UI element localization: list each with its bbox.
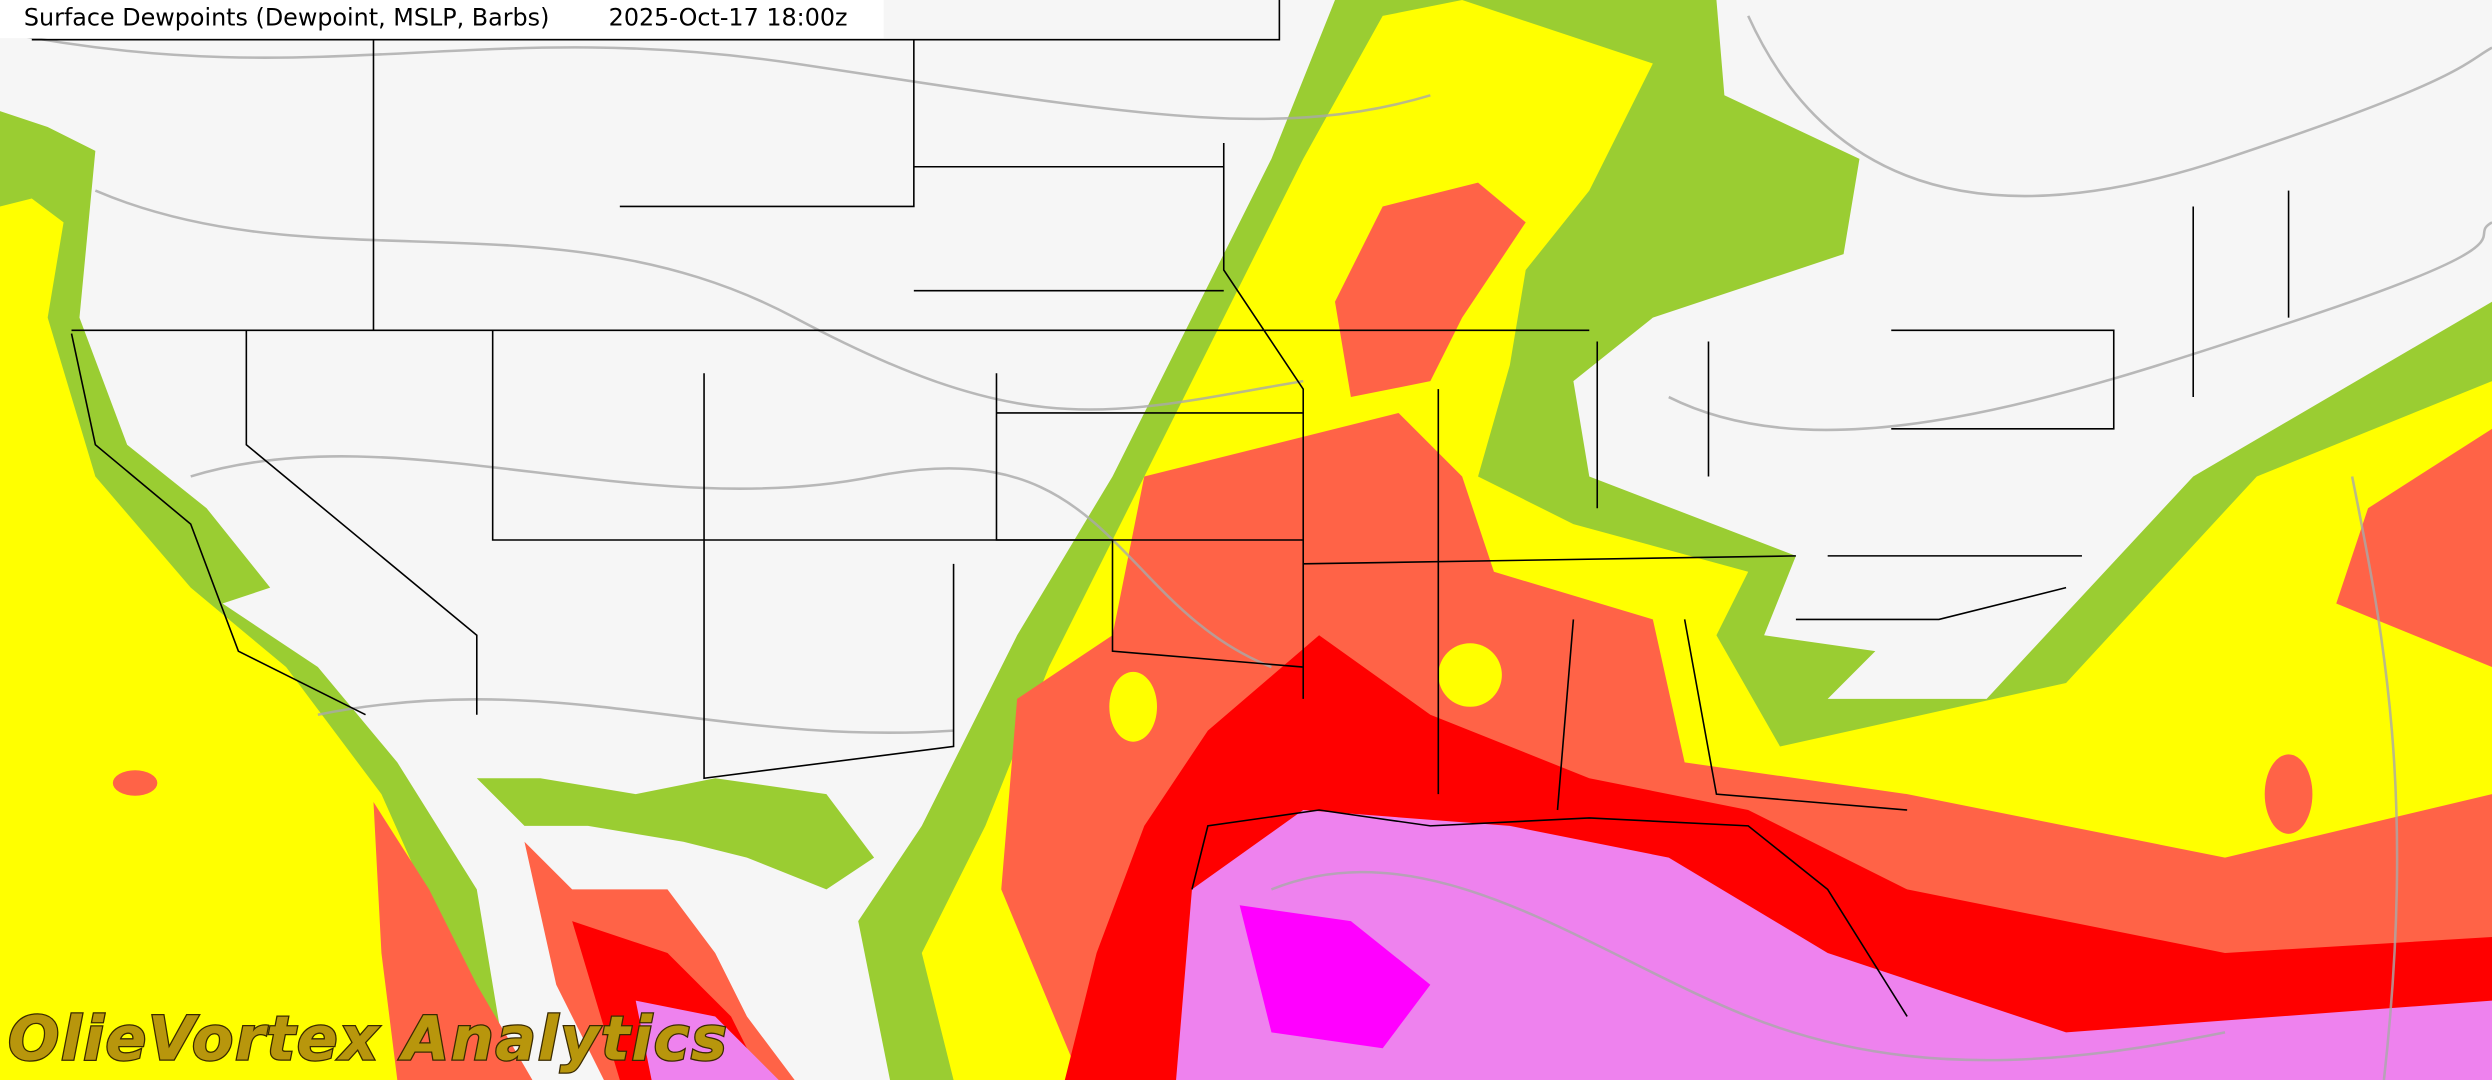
dewpoint-orange-spot xyxy=(112,770,158,796)
isobar xyxy=(2350,476,2399,1080)
isobar xyxy=(1668,221,2492,432)
dewpoint-green-baja xyxy=(476,778,875,890)
isobar xyxy=(1270,870,2226,1062)
dewpoint-pink-gulf xyxy=(1176,810,2492,1080)
watermark: OlieVortex Analytics xyxy=(8,1004,729,1074)
dewpoint-pink-mexico xyxy=(635,1000,779,1080)
dewpoint-yellow-spot-2 xyxy=(1109,671,1157,742)
dewpoint-orange-mexico xyxy=(373,802,533,1080)
dewpoint-magenta-gulf xyxy=(1239,905,1431,1049)
dewpoint-orange-midwest xyxy=(1335,182,1526,398)
dewpoint-orange-spot-2 xyxy=(2264,754,2313,834)
valid-time: 2025-Oct-17 18:00z xyxy=(609,3,848,31)
isobar xyxy=(190,455,1272,669)
isobar xyxy=(0,30,1431,121)
dewpoint-yellow-west xyxy=(0,198,477,1080)
dewpoint-orange-atlantic xyxy=(2336,428,2492,668)
state-borders xyxy=(31,0,2290,1017)
map-title: Surface Dewpoints (Dewpoint, MSLP, Barbs… xyxy=(24,3,550,31)
isobar xyxy=(94,189,1304,411)
dewpoint-yellow-spot xyxy=(1438,643,1502,707)
title-box xyxy=(0,0,884,39)
isobar xyxy=(317,698,954,734)
isobar xyxy=(1747,15,2492,198)
